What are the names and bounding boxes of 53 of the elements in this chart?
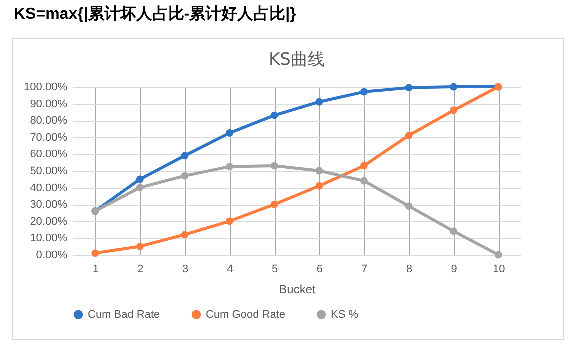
x-tick-label: 6 bbox=[316, 264, 323, 276]
point bbox=[316, 98, 324, 106]
point bbox=[405, 84, 413, 92]
y-tick-label: 10.00% bbox=[30, 232, 68, 245]
point bbox=[92, 250, 100, 258]
point bbox=[181, 152, 189, 160]
y-tick-label: 20.00% bbox=[30, 216, 68, 228]
point bbox=[136, 176, 144, 184]
legend-label: KS % bbox=[331, 308, 359, 321]
y-tick-label: 0.00% bbox=[36, 250, 68, 262]
y-tick-label: 60.00% bbox=[30, 148, 68, 161]
x-tick-label: 10 bbox=[492, 264, 506, 276]
point bbox=[360, 88, 368, 96]
x-tick-label: 5 bbox=[272, 264, 278, 276]
point bbox=[226, 218, 234, 226]
point bbox=[360, 177, 368, 185]
point bbox=[450, 83, 458, 91]
point bbox=[270, 112, 278, 120]
y-tick-label: 100.00% bbox=[24, 82, 68, 94]
point bbox=[316, 167, 324, 175]
x-tick-label: 4 bbox=[227, 264, 234, 276]
y-tick-label: 90.00% bbox=[30, 98, 68, 110]
point bbox=[226, 163, 234, 170]
y-tick-label: 30.00% bbox=[30, 199, 68, 212]
point bbox=[450, 228, 458, 236]
point bbox=[136, 242, 144, 250]
y-tick-label: 50.00% bbox=[30, 166, 68, 178]
point bbox=[405, 202, 413, 210]
x-tick-label: 1 bbox=[92, 264, 99, 276]
legend-label: Cum Bad Rate bbox=[88, 308, 160, 321]
x-axis-title: Bucket bbox=[279, 282, 317, 296]
point bbox=[181, 231, 189, 239]
x-tick-label: 7 bbox=[362, 264, 368, 276]
point bbox=[316, 182, 324, 190]
point bbox=[450, 106, 458, 114]
x-tick-label: 3 bbox=[182, 264, 189, 276]
y-tick-label: 70.00% bbox=[30, 132, 68, 144]
x-tick-label: 2 bbox=[138, 264, 144, 276]
point bbox=[360, 162, 368, 170]
chart-title: KS曲线 bbox=[269, 50, 325, 70]
x-tick-label: 9 bbox=[451, 264, 458, 276]
text: KS=max{|累计坏人占比-累计好人占比|} bbox=[14, 4, 296, 25]
point bbox=[494, 251, 502, 259]
point bbox=[136, 184, 144, 192]
legend-label: Cum Good Rate bbox=[206, 308, 286, 321]
y-tick-label: 40.00% bbox=[30, 182, 68, 194]
point bbox=[181, 172, 189, 180]
y-tick-label: 80.00% bbox=[30, 115, 68, 128]
point bbox=[405, 132, 413, 140]
x-tick-label: 8 bbox=[406, 264, 413, 276]
point bbox=[270, 200, 278, 208]
point bbox=[270, 162, 278, 170]
point bbox=[226, 130, 234, 137]
